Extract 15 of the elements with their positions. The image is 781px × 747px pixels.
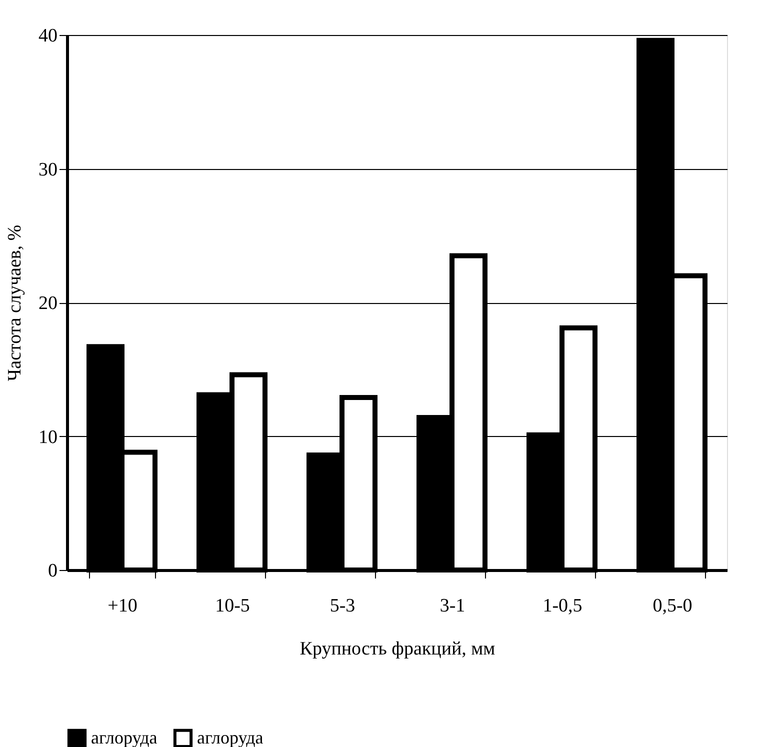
x-tick-label: 0,5-0 — [652, 596, 692, 616]
legend-label: аглоруда — [197, 727, 264, 747]
x-tick-label: +10 — [108, 596, 138, 616]
legend-label: аглоруда — [91, 727, 158, 747]
y-axis-title: Частота случаев, % — [4, 224, 26, 382]
x-tick-label: 3-1 — [440, 596, 466, 616]
x-tick-label: 1-0,5 — [542, 596, 582, 616]
y-tick-label: 20 — [38, 293, 58, 314]
x-axis-title: Крупность фракций, мм — [300, 638, 496, 660]
y-tick-label: 0 — [48, 560, 58, 582]
y-tick-label: 30 — [38, 159, 58, 180]
x-tick-label: 5-3 — [330, 596, 356, 616]
y-tick-label: 40 — [38, 26, 58, 46]
y-tick-label: 10 — [38, 426, 58, 448]
x-tick-label: 10-5 — [215, 596, 250, 616]
